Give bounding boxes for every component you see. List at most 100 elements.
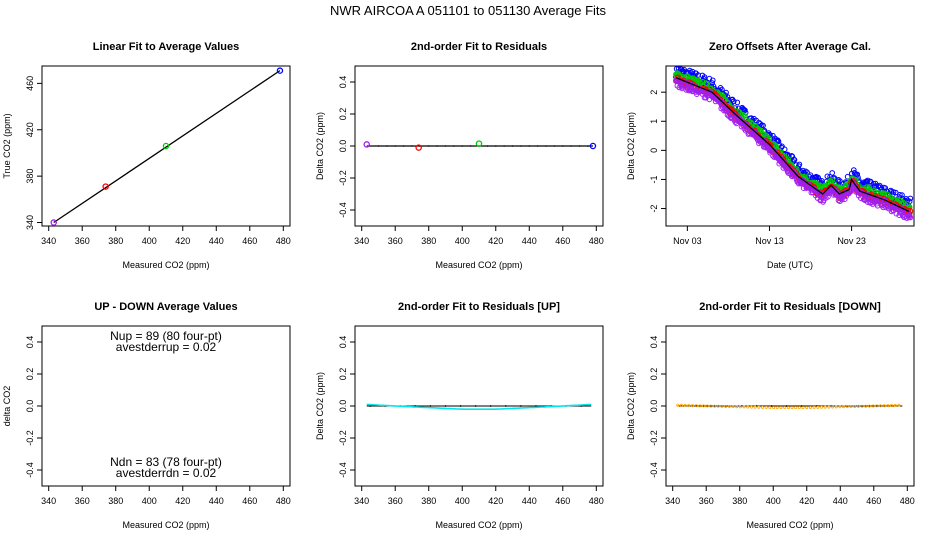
x-tick-label: 340	[354, 236, 369, 246]
x-tick-label: 460	[242, 496, 257, 506]
fit-dot	[535, 405, 537, 407]
fit-dot	[402, 145, 405, 147]
data-point	[50, 219, 57, 226]
residual-point	[705, 404, 709, 408]
offset-point-purple	[720, 100, 727, 107]
fit-dot	[587, 145, 589, 147]
x-tick-label: Nov 23	[837, 236, 866, 246]
x-tick-label: 480	[900, 496, 915, 506]
y-tick-label: 0.0	[338, 400, 348, 413]
x-tick-label: 420	[175, 236, 190, 246]
x-tick-label: 400	[142, 496, 157, 506]
x-tick-label: 420	[488, 496, 503, 506]
residual-point	[890, 404, 894, 408]
residual-point	[790, 406, 794, 410]
chart-title: Zero Offsets After Average Cal.	[709, 41, 871, 53]
residual-point	[690, 404, 694, 408]
residual-point	[842, 405, 846, 409]
residual-point	[882, 404, 886, 408]
fit-dot	[489, 405, 492, 407]
y-tick-label: 380	[25, 169, 35, 184]
y-tick-label: 0.4	[338, 76, 348, 89]
x-tick-label: 360	[75, 496, 90, 506]
annotation-ndn: Ndn = 83 (78 four-pt)	[110, 455, 222, 469]
residual-point	[871, 404, 875, 408]
offset-point-blue	[829, 170, 836, 176]
residual-point	[875, 404, 879, 408]
y-tick-label: 2	[649, 90, 659, 95]
offset-trend-line	[675, 76, 910, 213]
x-tick-label: 440	[209, 236, 224, 246]
fit-dot	[536, 145, 539, 147]
residual-point	[897, 403, 901, 407]
fit-dot	[474, 405, 477, 407]
x-tick-label: 480	[589, 496, 604, 506]
residual-point	[753, 405, 757, 409]
fit-dot	[520, 145, 522, 147]
fit-dot	[427, 145, 430, 147]
fit-dot	[486, 145, 489, 147]
residual-point	[768, 406, 772, 410]
x-tick-label: 360	[75, 236, 90, 246]
fit-dot	[394, 145, 397, 147]
x-tick-label: 360	[388, 236, 403, 246]
residual-point	[716, 404, 720, 408]
y-tick-label: -0.4	[649, 462, 659, 478]
residual-point	[856, 404, 860, 408]
residual-point	[679, 403, 683, 407]
offset-point-blue	[882, 185, 889, 191]
residual-point	[845, 405, 849, 409]
offset-point-blue	[854, 171, 861, 178]
residual-point	[886, 404, 890, 408]
fit-line	[53, 70, 281, 224]
fit-dot	[503, 145, 505, 147]
offset-point-green	[704, 80, 711, 87]
residual-point	[746, 405, 750, 409]
x-tick-label: 480	[589, 236, 604, 246]
residual-point	[820, 405, 824, 409]
x-tick-label: 380	[421, 236, 436, 246]
x-tick-label: 440	[522, 236, 537, 246]
x-tick-label: 460	[866, 496, 881, 506]
annotation-avestderrup: avestderrup = 0.02	[116, 340, 217, 354]
residual-point	[779, 406, 783, 410]
offset-point-blue	[742, 107, 748, 114]
data-point	[415, 144, 422, 151]
x-tick-label: 440	[833, 496, 848, 506]
x-tick-label: 340	[354, 496, 369, 506]
fit-dot	[369, 405, 371, 407]
x-axis-label: Measured CO2 (ppm)	[746, 520, 833, 530]
offset-point-blue	[890, 189, 897, 195]
x-tick-label: 380	[732, 496, 747, 506]
offset-point-blue	[796, 161, 803, 168]
chart-title: 2nd-order Fit to Residuals [DOWN]	[699, 301, 881, 313]
x-tick-label: 400	[766, 496, 781, 506]
fit-dot	[578, 145, 581, 147]
x-tick-label: 340	[665, 496, 680, 506]
y-tick-label: 0.2	[338, 368, 348, 381]
fit-dot	[545, 145, 547, 147]
offset-point-blue	[907, 195, 914, 202]
residual-point	[676, 403, 680, 407]
fit-dot	[504, 405, 507, 407]
panel-p2: 2nd-order Fit to Residuals Measured CO2 (…	[315, 41, 604, 270]
y-tick-label: 0	[649, 148, 659, 153]
fit-dot	[453, 145, 455, 147]
fit-dot	[386, 145, 388, 147]
page-title: NWR AIRCOA A 051101 to 051130 Average Fi…	[330, 3, 607, 18]
panel-p1: Linear Fit to Average Values Measured CO2…	[2, 41, 291, 270]
offset-point-blue	[835, 177, 842, 183]
residual-point	[812, 405, 816, 409]
residual-point	[860, 404, 864, 408]
residual-point	[808, 406, 812, 410]
fit-dot	[444, 405, 447, 407]
data-point	[162, 142, 170, 150]
residual-point	[853, 404, 857, 408]
x-tick-label: 400	[455, 496, 470, 506]
offset-point-purple	[839, 196, 845, 203]
fit-dot	[561, 145, 564, 147]
y-tick-label: 0.0	[338, 140, 348, 153]
fit-dot	[444, 145, 447, 147]
y-tick-label: 0.2	[25, 368, 35, 381]
